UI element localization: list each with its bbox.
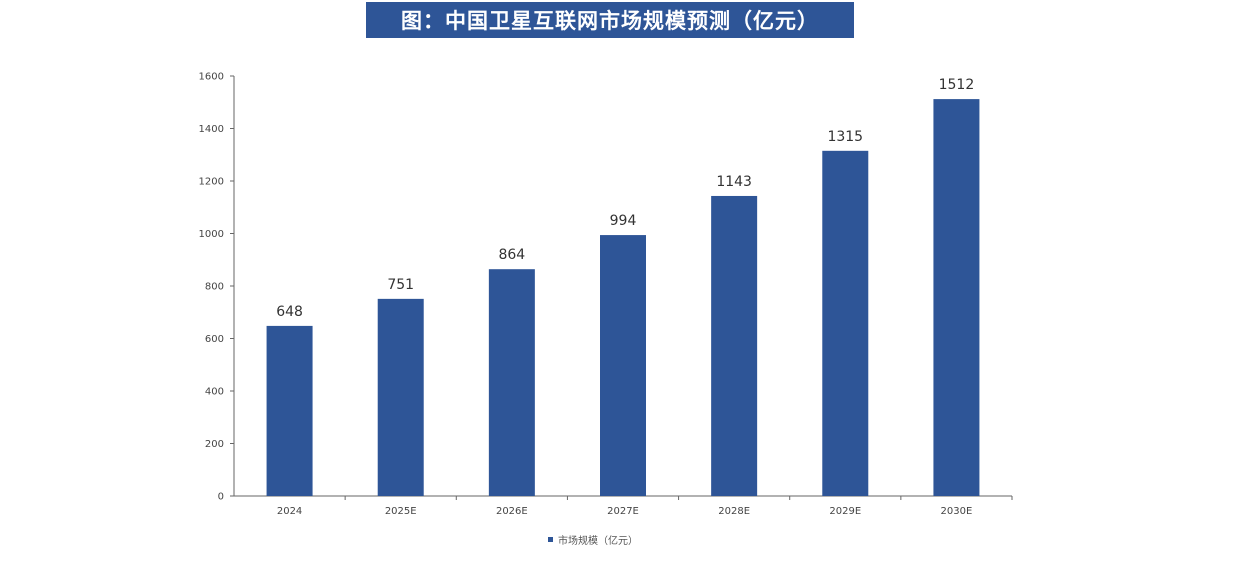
x-tick-label: 2026E: [496, 506, 528, 517]
x-tick-label: 2030E: [941, 506, 973, 517]
y-tick-label: 1000: [199, 229, 224, 240]
data-label: 864: [498, 247, 525, 263]
y-tick-label: 1400: [199, 124, 224, 135]
x-tick-label: 2025E: [385, 506, 417, 517]
data-label: 751: [387, 277, 414, 293]
data-label: 1315: [827, 129, 863, 145]
y-tick-label: 0: [218, 492, 224, 503]
bar: [377, 298, 424, 496]
bar: [711, 195, 758, 496]
bar: [488, 269, 535, 496]
data-label: 994: [610, 213, 637, 229]
bar: [822, 150, 869, 496]
x-tick-label: 2028E: [718, 506, 750, 517]
data-label: 648: [276, 304, 303, 320]
y-tick-label: 200: [205, 439, 224, 450]
x-tick-label: 2029E: [829, 506, 861, 517]
y-tick-label: 800: [205, 282, 224, 293]
data-label: 1143: [716, 174, 752, 190]
y-tick-label: 1600: [199, 72, 224, 83]
y-tick-label: 1200: [199, 177, 224, 188]
data-label: 1512: [939, 77, 975, 93]
y-tick-label: 600: [205, 334, 224, 345]
bar: [600, 235, 646, 496]
legend: 市场规模（亿元）: [548, 532, 638, 547]
bar: [266, 325, 313, 496]
legend-swatch: [548, 537, 553, 542]
y-tick-label: 400: [205, 387, 224, 398]
chart-title: 图：中国卫星互联网市场规模预测（亿元）: [366, 2, 854, 38]
legend-label: 市场规模（亿元）: [558, 536, 638, 547]
x-tick-label: 2024: [277, 506, 302, 517]
bar: [933, 99, 980, 496]
x-tick-label: 2027E: [607, 506, 639, 517]
